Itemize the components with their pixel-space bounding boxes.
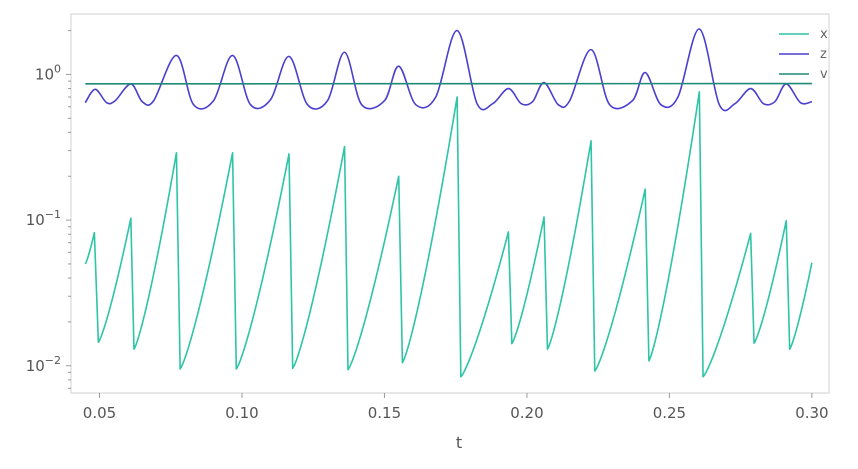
legend-label-z: z <box>820 47 827 62</box>
legend: xzv <box>779 27 828 82</box>
legend-label-v: v <box>820 67 828 82</box>
x-tick-label: 0.15 <box>368 404 401 422</box>
series-z-line <box>84 28 813 112</box>
x-axis-ticks: 0.05 0.10 0.15 0.20 0.25 0.30 <box>83 393 829 422</box>
plot-frame <box>70 13 830 394</box>
legend-label-x: x <box>820 27 828 42</box>
y-tick-label: 10−2 <box>26 354 61 375</box>
x-axis-label: t <box>456 433 462 452</box>
x-tick-label: 0.20 <box>510 404 543 422</box>
series-layer <box>84 28 813 378</box>
y-tick-label: 100 <box>35 62 61 83</box>
series-x-line <box>84 91 813 378</box>
x-tick-label: 0.05 <box>83 404 116 422</box>
x-tick-label: 0.10 <box>225 404 258 422</box>
x-tick-label: 0.30 <box>795 404 828 422</box>
x-tick-label: 0.25 <box>653 404 686 422</box>
y-axis-ticks: 10−2 10−1 100 <box>26 30 71 389</box>
y-tick-label: 10−1 <box>26 208 61 229</box>
